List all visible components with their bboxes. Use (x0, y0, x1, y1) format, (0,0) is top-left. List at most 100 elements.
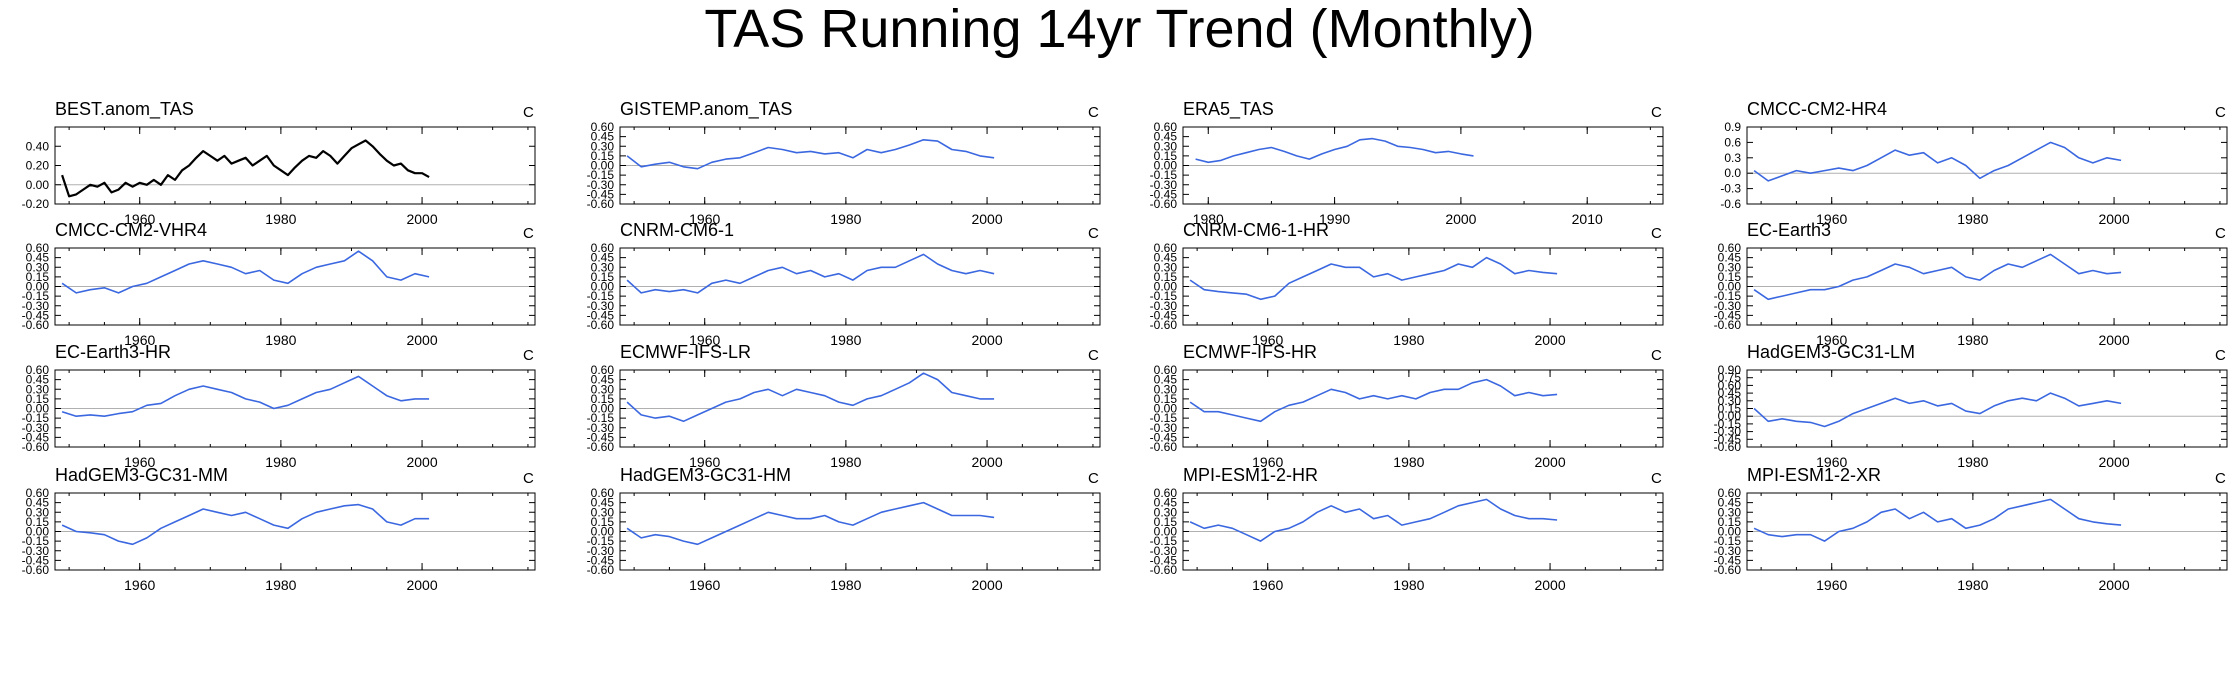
x-tick-label: 1960 (124, 211, 155, 227)
y-tick-label: 0.30 (1718, 394, 1742, 408)
x-tick-label: 1960 (689, 454, 720, 470)
panel-title: CMCC-CM2-HR4 (1747, 99, 1887, 119)
panel-5: CNRM-CM6-1 C-0.60-0.45-0.30-0.150.000.150… (587, 220, 1101, 348)
panel-11: HadGEM3-GC31-LM C -0.60-0.45-0.30-0.150.00… (1714, 342, 2228, 470)
x-tick-label: 1960 (1816, 332, 1847, 348)
y-tick-label: 0.00 (26, 525, 50, 539)
x-tick-label: 1960 (1252, 332, 1283, 348)
x-tick-label: 2000 (2098, 577, 2129, 593)
y-tick-label: -0.45 (1714, 308, 1742, 322)
x-tick-label: 2000 (406, 577, 437, 593)
y-tick-label: -0.45 (1150, 187, 1178, 201)
y-tick-label: 0.45 (591, 496, 615, 510)
series-line (1753, 392, 2122, 428)
x-tick-label: 2000 (406, 211, 437, 227)
y-tick-label: 0.0 (1724, 166, 1741, 180)
panel-title: CMCC-CM2-VHR4 (55, 220, 207, 240)
panel-7: EC-Earth3 C-0.60-0.45-0.30-0.150.000.150.… (1714, 220, 2228, 348)
y-tick-label: -0.60 (587, 440, 615, 454)
y-tick-label: -0.60 (1150, 318, 1178, 332)
y-tick-label: -0.20 (22, 197, 50, 211)
panel-0: BEST.anom_TAS C -0.20 0.00 0.20 0.40 1960 1980 2… (22, 99, 536, 227)
y-tick-label: 0.60 (26, 363, 50, 377)
panel-title: CNRM-CM6-1 (620, 220, 734, 240)
y-tick-label: -0.30 (587, 544, 615, 558)
y-tick-label: 0.15 (26, 392, 50, 406)
x-tick-label: 1980 (265, 332, 296, 348)
y-tick-label: -0.45 (1714, 553, 1742, 567)
panel-title: EC-Earth3 (1747, 220, 1831, 240)
y-tick-label: 0.15 (1154, 515, 1178, 529)
y-tick-label: -0.3 (1720, 182, 1741, 196)
y-tick-label: -0.45 (1714, 432, 1742, 446)
x-tick-label: 1980 (830, 211, 861, 227)
panel-15: MPI-ESM1-2-XR C-0.60-0.45-0.30-0.150.000.… (1714, 465, 2228, 593)
x-tick-label: 1960 (1816, 454, 1847, 470)
y-tick-label: 0.00 (26, 402, 50, 416)
y-tick-label: -0.15 (587, 168, 615, 182)
y-tick-label: 0.60 (1718, 378, 1742, 392)
y-tick-label: -0.45 (587, 187, 615, 201)
panel-title: ERA5_TAS (1183, 99, 1274, 120)
y-tick-label: 0.45 (591, 373, 615, 387)
series-line (1753, 141, 2122, 182)
panel-unit: C (2215, 470, 2226, 487)
y-tick-label: 0.9 (1724, 120, 1741, 134)
series-line (61, 139, 430, 198)
panel-unit: C (523, 225, 534, 242)
series-line (626, 253, 995, 294)
panel-2: ERA5_TAS C -0.60-0.45-0.30-0.150.000.150.3… (1150, 99, 1664, 227)
plot-frame (1746, 126, 2228, 205)
y-tick-label: -0.60 (1714, 318, 1742, 332)
y-tick-label: 0.45 (26, 496, 50, 510)
y-tick-label: 0.30 (1154, 505, 1178, 519)
y-tick-label: -0.15 (1714, 417, 1742, 431)
y-tick-label: -0.30 (587, 178, 615, 192)
y-tick-label: -0.30 (1150, 544, 1178, 558)
y-tick-label: -0.45 (22, 553, 50, 567)
panel-4: CMCC-CM2-VHR4 C-0.60-0.45-0.30-0.150.000.… (22, 220, 536, 348)
x-tick-label: 1980 (1957, 577, 1988, 593)
y-tick-label: 0.45 (26, 251, 50, 265)
y-tick-label: -0.45 (22, 308, 50, 322)
y-tick-label: 0.60 (1154, 241, 1178, 255)
y-tick-label: 0.30 (1154, 139, 1178, 153)
y-tick-label: -0.45 (587, 553, 615, 567)
y-tick-label: 0.60 (26, 486, 50, 500)
y-tick-label: -0.60 (1150, 563, 1178, 577)
y-tick-label: -0.60 (1714, 563, 1742, 577)
series-line (626, 372, 995, 423)
x-tick-label: 2000 (2098, 454, 2129, 470)
y-tick-label: -0.60 (587, 318, 615, 332)
chart-main-title: TAS Running 14yr Trend (Monthly) (704, 0, 1535, 59)
x-tick-label: 2000 (971, 454, 1002, 470)
panel-unit: C (1651, 225, 1662, 242)
x-tick-label: 2000 (971, 577, 1002, 593)
y-tick-label: 0.00 (591, 159, 615, 173)
panel-title: EC-Earth3-HR (55, 342, 171, 362)
x-tick-label: 1960 (124, 332, 155, 348)
y-tick-label: -0.15 (1714, 289, 1742, 303)
y-tick-label: -0.30 (587, 299, 615, 313)
x-tick-label: 1980 (1957, 211, 1988, 227)
x-tick-label: 1980 (830, 577, 861, 593)
x-tick-label: 2000 (406, 454, 437, 470)
series-line (1189, 256, 1558, 301)
y-tick-label: 0.00 (591, 280, 615, 294)
x-tick-label: 1980 (265, 454, 296, 470)
y-tick-label: 0.45 (591, 130, 615, 144)
y-tick-label: -0.60 (587, 563, 615, 577)
x-tick-label: 1980 (1957, 454, 1988, 470)
series-line (1189, 378, 1558, 423)
panel-title: MPI-ESM1-2-XR (1747, 465, 1881, 485)
x-tick-label: 1990 (1319, 211, 1350, 227)
panel-unit: C (523, 347, 534, 364)
panel-6: CNRM-CM6-1-HR C-0.60-0.45-0.30-0.150.000.… (1150, 220, 1664, 348)
y-tick-label: -0.15 (22, 534, 50, 548)
x-tick-label: 1980 (1393, 577, 1424, 593)
y-tick-label: 0.00 (1154, 280, 1178, 294)
x-tick-label: 1980 (1193, 211, 1224, 227)
y-tick-label: 0.30 (1154, 382, 1178, 396)
x-tick-label: 2000 (1534, 454, 1565, 470)
